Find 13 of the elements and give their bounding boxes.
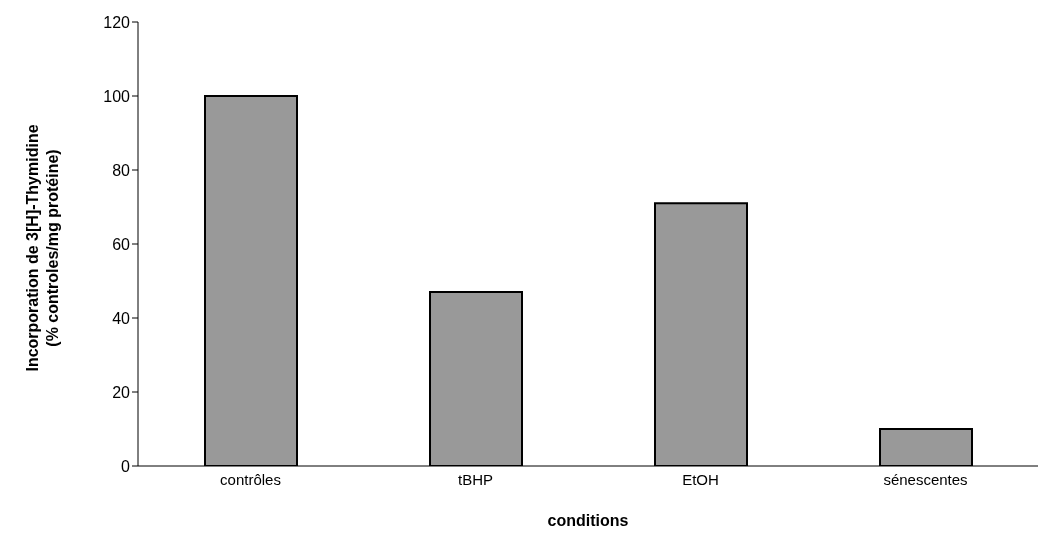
y-tick-label: 40: [112, 309, 131, 327]
y-tick-label: 80: [112, 161, 131, 179]
x-tick-label: sénescentes: [883, 470, 968, 488]
y-tick-label: 100: [103, 87, 131, 105]
y-tick-label: 120: [103, 13, 131, 31]
x-axis-title: conditions: [547, 512, 629, 529]
x-tick-label: contrôles: [220, 470, 281, 488]
x-tick-label: tBHP: [457, 470, 494, 488]
x-tick-label: EtOH: [682, 470, 719, 488]
y-tick-label: 60: [112, 235, 131, 253]
y-tick-label: 0: [121, 457, 131, 475]
y-tick-label: 20: [112, 383, 131, 401]
y-axis-title: Incorporation de 3[H]-Thymidine (% controles/mg protéine): [24, 124, 61, 372]
